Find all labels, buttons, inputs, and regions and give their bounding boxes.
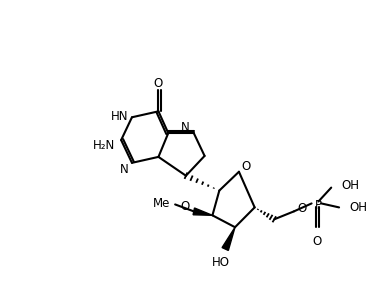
Text: OH: OH bbox=[341, 179, 359, 192]
Text: O: O bbox=[154, 77, 163, 90]
Text: OH: OH bbox=[349, 201, 367, 214]
Text: N: N bbox=[120, 163, 129, 176]
Text: O: O bbox=[241, 160, 250, 173]
Text: N: N bbox=[181, 121, 190, 134]
Polygon shape bbox=[222, 227, 235, 251]
Text: Me: Me bbox=[153, 197, 170, 210]
Text: HN: HN bbox=[110, 110, 128, 123]
Text: HO: HO bbox=[212, 256, 230, 269]
Text: O: O bbox=[313, 235, 322, 248]
Text: H₂N: H₂N bbox=[93, 138, 115, 152]
Text: P: P bbox=[315, 199, 322, 212]
Text: O: O bbox=[298, 202, 307, 215]
Polygon shape bbox=[193, 208, 212, 215]
Text: O: O bbox=[181, 200, 190, 213]
